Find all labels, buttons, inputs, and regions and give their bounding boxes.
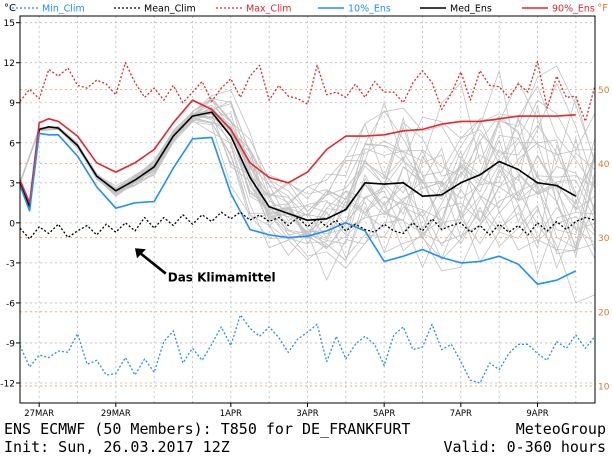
x-tick-label: 5APR bbox=[373, 409, 395, 418]
x-tick-label: 7APR bbox=[450, 409, 472, 418]
y-tick-label: 6 bbox=[9, 139, 15, 149]
ensemble-member-line bbox=[19, 118, 596, 259]
plot-frame bbox=[19, 15, 596, 404]
x-tick-label: 1APR bbox=[220, 409, 242, 418]
legend-label: Med_Ens bbox=[450, 4, 492, 15]
series-line-10-ens bbox=[19, 132, 577, 286]
series-line-90-ens bbox=[19, 99, 576, 204]
ensemble-member-line bbox=[19, 69, 596, 200]
x-tick-label: 29MAR bbox=[101, 409, 131, 418]
y-tick-label: 12 bbox=[4, 59, 15, 69]
footer-row-1: ENS ECMWF (50 Members): T850 for DE_FRAN… bbox=[0, 420, 612, 440]
footer-init: Init: Sun, 26.03.2017 12Z bbox=[4, 438, 230, 456]
legend-label: Max_Clim bbox=[246, 4, 292, 15]
y-tick-label: -6 bbox=[6, 299, 15, 309]
legend: Min_Clim Mean_Clim Max_Clim 10%_Ens Med_Ens 9… bbox=[12, 4, 595, 15]
series-line-med-ens bbox=[19, 111, 577, 221]
annotation-label: Das Klimamittel bbox=[168, 271, 276, 285]
footer-brand: MeteoGroup bbox=[515, 420, 606, 438]
y-tick-label-f: 50 bbox=[598, 86, 610, 96]
y-tick-label-f: 40 bbox=[598, 160, 610, 170]
grid bbox=[20, 16, 595, 403]
series-line-min-clim bbox=[19, 314, 596, 384]
x-tick-label: 27MAR bbox=[24, 409, 54, 418]
legend-label: Mean_Clim bbox=[144, 4, 196, 15]
annotation-arrow-shaft bbox=[138, 251, 167, 275]
series-lines bbox=[19, 60, 596, 384]
y-tick-label: 0 bbox=[9, 219, 15, 229]
annotation: Das Klimamittel bbox=[135, 248, 276, 285]
legend-label: 10%_Ens bbox=[348, 4, 391, 15]
legend-label: 90%_Ens bbox=[552, 4, 595, 15]
footer-row-2: Init: Sun, 26.03.2017 12Z Valid: 0-360 h… bbox=[0, 438, 612, 458]
left-axis-unit: °C bbox=[4, 3, 16, 14]
y-tick-label: -9 bbox=[6, 339, 15, 349]
x-tick-label: 9APR bbox=[526, 409, 548, 418]
ensemble-member-line bbox=[19, 80, 596, 212]
footer-valid: Valid: 0-360 hours bbox=[443, 438, 606, 456]
ensemble-member-line bbox=[19, 109, 596, 250]
footer-title: ENS ECMWF (50 Members): T850 for DE_FRAN… bbox=[4, 420, 411, 438]
y-tick-label-f: 20 bbox=[598, 308, 610, 318]
y-tick-label: -12 bbox=[0, 379, 15, 389]
y-tick-label-f: 30 bbox=[598, 234, 610, 244]
legend-label: Min_Clim bbox=[42, 4, 85, 15]
y-tick-label: 15 bbox=[4, 19, 15, 29]
y-tick-label: 9 bbox=[9, 99, 15, 109]
y-tick-label: 3 bbox=[9, 179, 15, 189]
y-tick-label-f: 10 bbox=[598, 382, 610, 392]
right-axis-unit: °F bbox=[597, 3, 608, 14]
x-tick-label: 3APR bbox=[296, 409, 318, 418]
y-tick-label: -3 bbox=[6, 259, 15, 269]
annotation-arrow-head bbox=[135, 248, 146, 259]
